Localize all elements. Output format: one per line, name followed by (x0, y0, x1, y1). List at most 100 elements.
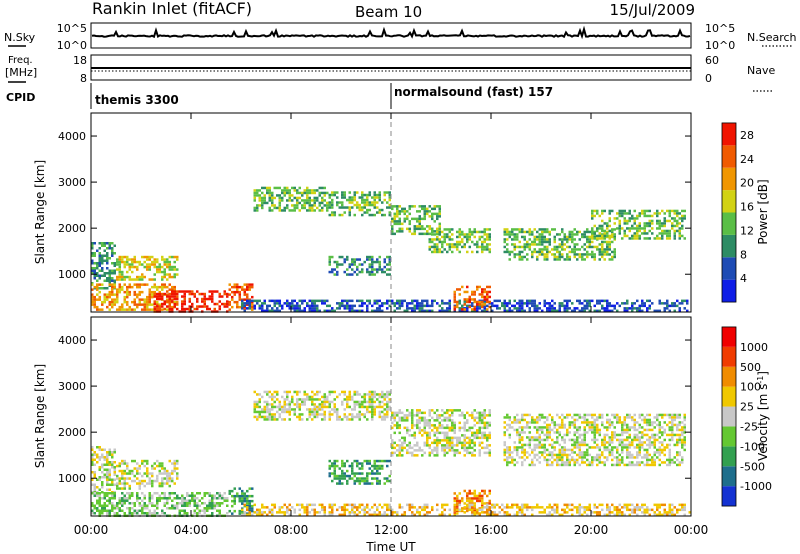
velocity-cell (581, 451, 584, 454)
power-cell (503, 245, 506, 249)
velocity-cell (118, 502, 121, 505)
power-cell (523, 248, 526, 251)
power-cell (331, 309, 334, 313)
velocity-cell (591, 438, 594, 442)
velocity-cell (296, 403, 299, 406)
velocity-cell (386, 395, 389, 399)
power-cell (676, 214, 679, 218)
power-cell (608, 245, 611, 249)
power-cell (483, 248, 486, 251)
velocity-cell (263, 511, 266, 514)
velocity-cell (366, 400, 369, 404)
power-cell (126, 308, 129, 311)
power-cell (438, 227, 441, 231)
power-cell (233, 283, 236, 286)
power-cell (331, 211, 334, 214)
power-cell (181, 295, 184, 298)
velocity-cell (518, 421, 521, 424)
colorbar-tick-label: 20 (740, 177, 754, 190)
power-cell (591, 209, 594, 213)
velocity-cell (411, 451, 414, 455)
velocity-cell (328, 405, 331, 409)
power-cell (583, 243, 586, 246)
power-cell (518, 307, 521, 310)
power-cell (566, 245, 569, 249)
velocity-cell (121, 502, 124, 505)
power-cell (541, 235, 544, 239)
power-cell (441, 243, 444, 246)
velocity-cell (673, 456, 676, 459)
velocity-cell (513, 416, 516, 419)
power-cell (331, 203, 334, 207)
velocity-cell (468, 499, 471, 503)
power-cell (156, 297, 159, 301)
power-cell (338, 213, 341, 217)
velocity-cell (268, 403, 271, 406)
velocity-cell (471, 497, 474, 500)
velocity-cell (533, 426, 536, 429)
power-cell (418, 232, 421, 236)
power-cell (573, 245, 576, 249)
power-cell (311, 309, 314, 313)
velocity-cell (466, 494, 469, 498)
power-cell (673, 232, 676, 235)
velocity-cell (626, 436, 629, 439)
velocity-cell (158, 484, 161, 488)
velocity-cell (613, 446, 616, 449)
velocity-cell (538, 413, 541, 417)
power-cell (546, 228, 549, 231)
velocity-cell (208, 504, 211, 507)
power-cell (271, 191, 274, 195)
power-cell (613, 237, 616, 240)
power-cell (181, 305, 184, 308)
power-cell (103, 300, 106, 304)
power-cell (551, 304, 554, 308)
power-cell (623, 309, 626, 313)
power-cell (626, 219, 629, 223)
power-cell (113, 293, 116, 296)
velocity-cell (113, 497, 116, 500)
velocity-cell (441, 426, 444, 430)
power-cell (658, 212, 661, 215)
power-cell (481, 303, 484, 306)
power-cell (456, 300, 459, 304)
power-cell (433, 205, 436, 208)
velocity-cell (598, 456, 601, 459)
power-cell (563, 248, 566, 251)
velocity-cell (676, 443, 679, 447)
power-cell (163, 270, 166, 274)
velocity-cell (423, 419, 426, 422)
power-cell (626, 307, 629, 310)
power-cell (568, 230, 571, 234)
power-cell (513, 255, 516, 259)
velocity-cell (298, 405, 301, 409)
power-cell (296, 307, 299, 310)
power-cell (473, 298, 476, 301)
power-cell (286, 199, 289, 202)
power-cell (356, 191, 359, 194)
velocity-cell (118, 464, 121, 468)
velocity-cell (463, 502, 466, 505)
power-cell (108, 269, 111, 272)
power-cell (311, 189, 314, 192)
power-cell (538, 248, 541, 251)
power-cell (191, 305, 194, 308)
power-cell (423, 217, 426, 221)
velocity-cell (156, 497, 159, 500)
power-cell (373, 191, 376, 194)
velocity-cell (676, 423, 679, 427)
power-cell (601, 255, 604, 259)
velocity-cell (233, 494, 236, 498)
power-cell (676, 224, 679, 228)
power-cell (386, 263, 389, 266)
power-cell (511, 304, 514, 308)
power-cell (478, 245, 481, 249)
velocity-cell (526, 456, 529, 459)
velocity-cell (383, 418, 386, 421)
power-cell (516, 228, 519, 231)
velocity-cell (436, 426, 439, 430)
velocity-cell (436, 449, 439, 452)
power-cell (563, 233, 566, 236)
power-cell (161, 275, 164, 279)
power-cell (361, 208, 364, 212)
